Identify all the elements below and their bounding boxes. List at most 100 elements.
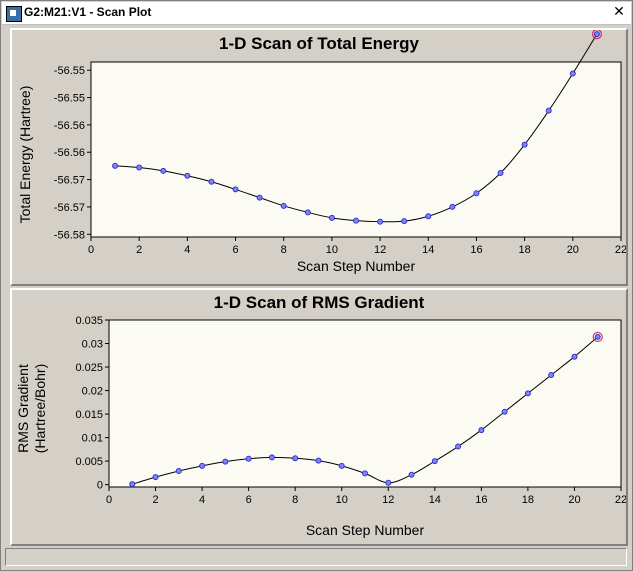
y-tick-label: 0.015 — [75, 409, 103, 421]
x-tick-label: 22 — [615, 494, 626, 506]
data-point — [175, 468, 182, 475]
chart-title: 1-D Scan of RMS Gradient — [214, 293, 425, 312]
data-point — [377, 218, 384, 225]
app-icon — [6, 6, 22, 22]
y-tick-label: 0.03 — [82, 339, 103, 351]
data-point — [268, 454, 275, 461]
data-point — [593, 31, 600, 38]
x-tick-label: 14 — [429, 494, 441, 506]
data-point — [232, 186, 239, 193]
data-point — [385, 479, 392, 486]
x-tick-label: 14 — [422, 244, 434, 256]
y-axis-label: RMS Gradient — [15, 364, 31, 453]
data-point — [112, 162, 119, 169]
title-bar[interactable]: G2:M21:V1 - Scan Plot ✕ — [2, 2, 631, 25]
data-point — [222, 458, 229, 465]
data-point — [449, 203, 456, 210]
y-tick-label: 0.035 — [75, 315, 103, 327]
x-tick-label: 12 — [374, 244, 386, 256]
data-point — [353, 217, 359, 224]
data-point — [501, 408, 508, 415]
data-point — [521, 141, 528, 148]
x-tick-label: 18 — [519, 244, 531, 256]
y-tick-label: 0.005 — [75, 456, 103, 468]
plot-area — [90, 61, 622, 238]
x-axis-label: Scan Step Number — [297, 258, 416, 274]
current-point-highlight — [591, 30, 603, 40]
x-tick-label: 16 — [470, 244, 482, 256]
data-point — [328, 214, 335, 221]
x-tick-label: 6 — [246, 494, 252, 506]
y-tick-label: -56.55 — [54, 93, 85, 105]
x-tick-label: 10 — [336, 494, 348, 506]
x-tick-label: 12 — [382, 494, 394, 506]
energy-chart-panel: 1-D Scan of Total Energy 0 2 4 6 8 10 12 14 16 18 2… — [10, 28, 628, 286]
x-tick-label: 2 — [136, 244, 142, 256]
data-point — [315, 457, 322, 464]
close-button[interactable]: ✕ — [613, 4, 625, 20]
data-point — [208, 178, 215, 185]
data-point — [431, 458, 438, 465]
chart-title: 1-D Scan of Total Energy — [219, 34, 419, 53]
x-tick-label: 20 — [567, 244, 579, 256]
y-tick-label: 0.02 — [82, 386, 103, 398]
gradient-chart-panel: 1-D Scan of RMS Gradient 0 2 4 6 8 10 12 14 16 18 2… — [10, 288, 628, 546]
y-tick-label: 0.01 — [82, 433, 103, 445]
x-axis-label: Scan Step Number — [306, 522, 425, 538]
x-tick-label: 18 — [522, 494, 534, 506]
plot-area — [108, 319, 622, 488]
y-tick-label: -56.56 — [54, 147, 85, 159]
data-point — [545, 107, 552, 114]
data-point — [245, 455, 252, 462]
y-tick-label: -56.56 — [54, 120, 85, 132]
data-point — [136, 164, 143, 171]
y-axis-label: Total Energy (Hartree) — [17, 86, 33, 224]
y-tick-label: -56.58 — [54, 229, 85, 241]
y-tick-label: -56.57 — [54, 202, 85, 214]
y-tick-label: -56.55 — [54, 65, 85, 77]
x-tick-label: 16 — [475, 494, 487, 506]
data-point — [280, 202, 287, 209]
data-point — [199, 462, 206, 469]
data-point — [524, 390, 531, 397]
data-point — [401, 218, 408, 225]
data-point — [160, 167, 167, 174]
data-point — [478, 427, 485, 434]
x-tick-label: 0 — [88, 244, 94, 256]
y-tick-label: 0 — [97, 480, 103, 492]
data-point — [425, 213, 432, 220]
x-tick-label: 6 — [232, 244, 238, 256]
x-tick-label: 0 — [106, 494, 112, 506]
data-point — [256, 194, 263, 201]
data-point — [362, 470, 368, 477]
x-tick-label: 4 — [184, 244, 190, 256]
data-point — [184, 172, 191, 179]
data-point — [292, 455, 299, 462]
x-tick-label: 8 — [281, 244, 287, 256]
data-point — [408, 471, 415, 478]
data-point — [304, 209, 311, 216]
y-tick-label: -56.57 — [54, 175, 85, 187]
data-point — [473, 190, 480, 197]
data-point — [338, 462, 345, 469]
data-point — [455, 443, 462, 450]
y-axis-label: (Hartree/Bohr) — [32, 364, 48, 453]
current-point-highlight — [592, 331, 603, 343]
data-point — [571, 353, 578, 360]
data-point — [152, 474, 159, 481]
x-tick-label: 4 — [199, 494, 205, 506]
data-point — [497, 170, 504, 177]
data-point — [129, 481, 136, 488]
window-title: G2:M21:V1 - Scan Plot — [24, 5, 152, 19]
data-point — [548, 372, 555, 379]
x-tick-label: 2 — [152, 494, 158, 506]
gradient-chart: 1-D Scan of RMS Gradient 0 2 4 6 8 10 12 14 16 18 2… — [15, 293, 626, 538]
data-point — [569, 70, 576, 77]
x-tick-label: 8 — [292, 494, 298, 506]
status-bar — [5, 548, 627, 566]
energy-chart: 1-D Scan of Total Energy 0 2 4 6 8 10 12 14 16 18 2… — [17, 30, 626, 274]
x-tick-label: 22 — [615, 244, 626, 256]
data-point — [594, 333, 601, 340]
x-tick-label: 20 — [568, 494, 580, 506]
